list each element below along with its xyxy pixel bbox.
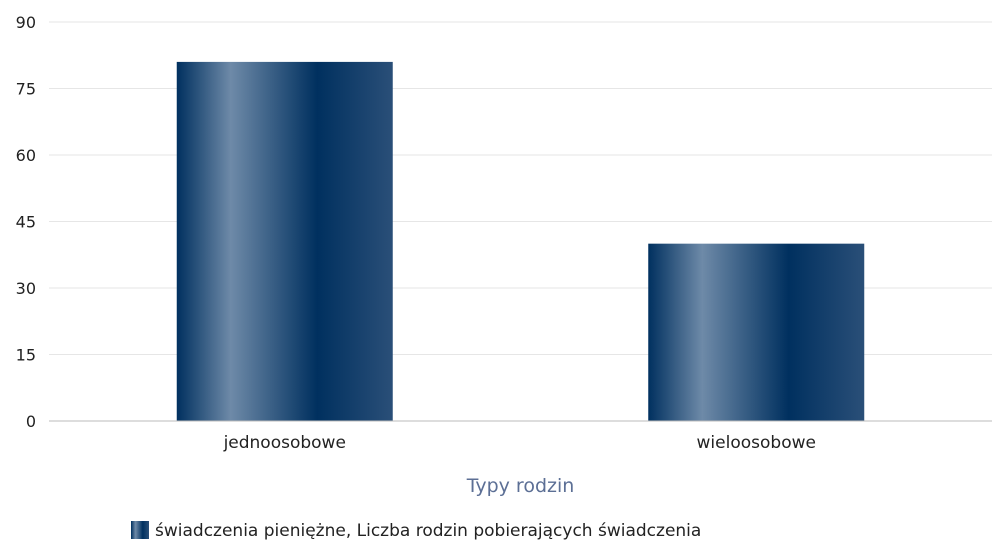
x-tick-label: jednoosobowe (223, 433, 346, 453)
y-axis-ticks: 0 15 30 45 60 75 90 (16, 13, 36, 431)
x-tick-label: wieloosobowe (697, 433, 816, 453)
x-axis-title: Typy rodzin (466, 475, 575, 497)
bar-wieloosobowe (648, 243, 865, 421)
legend-label: świadczenia pieniężne, Liczba rodzin pob… (155, 521, 701, 541)
legend-swatch (131, 521, 149, 539)
y-tick-label: 60 (16, 146, 36, 165)
y-tick-label: 15 (16, 346, 36, 365)
y-tick-label: 0 (26, 412, 36, 431)
bars (176, 61, 865, 422)
y-tick-label: 30 (16, 279, 36, 298)
y-tick-label: 45 (16, 213, 36, 232)
y-tick-label: 90 (16, 13, 36, 32)
x-axis-ticks: jednoosobowe wieloosobowe (223, 433, 816, 453)
legend: świadczenia pieniężne, Liczba rodzin pob… (131, 521, 701, 541)
y-tick-label: 75 (16, 80, 36, 99)
bar-jednoosobowe (176, 61, 393, 422)
